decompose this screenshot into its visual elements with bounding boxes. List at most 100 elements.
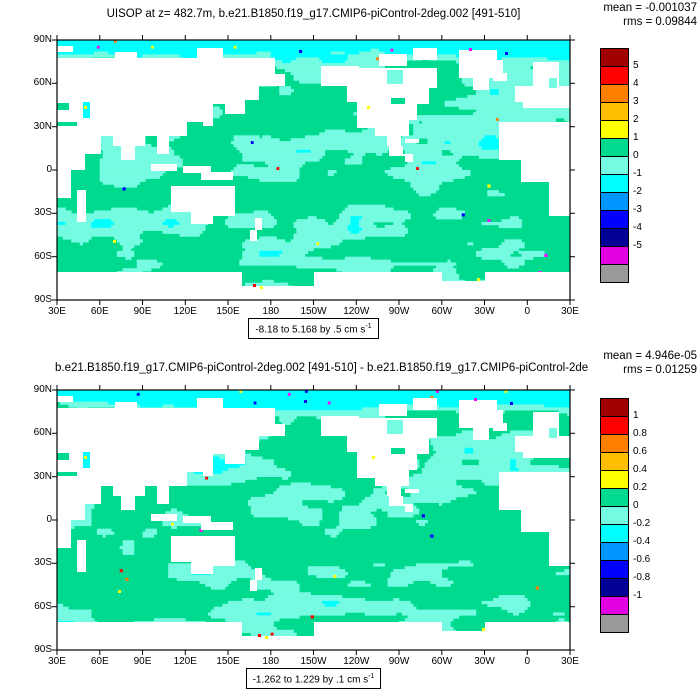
land-layer <box>57 46 570 300</box>
lon-tick-label: 180 <box>262 306 280 317</box>
colorbar-tick-label: 1 <box>633 132 639 143</box>
colorbar-tick-label: -0.2 <box>633 518 651 529</box>
lat-tick-label: 0 <box>46 514 52 525</box>
land-layer <box>57 396 570 650</box>
lon-tick-label: 120E <box>173 656 197 667</box>
lon-tick-label: 150W <box>300 306 327 317</box>
colorbar-tick-label: 0.4 <box>633 464 647 475</box>
colorbar-box <box>601 453 628 471</box>
colorbar-tick-label: 2 <box>633 114 639 125</box>
lat-tick-label: 90S <box>34 644 52 655</box>
colorbar <box>600 398 629 633</box>
colorbar-box <box>601 103 628 121</box>
lon-tick-label: 150E <box>216 656 240 667</box>
range-exponent: -1 <box>365 323 372 330</box>
map-plot <box>52 385 575 655</box>
contour-range: -1.262 to 1.229 by .1 cm s-1 <box>57 668 570 690</box>
mean-value: mean = 4.946e-05 <box>603 350 697 362</box>
colorbar-box <box>601 265 628 282</box>
colorbar-box <box>601 247 628 265</box>
colorbar-box <box>601 157 628 175</box>
colorbar-box <box>601 471 628 489</box>
lon-tick-label: 150W <box>300 656 327 667</box>
colorbar-box <box>601 561 628 579</box>
lat-tick-label: 60S <box>34 600 52 612</box>
colorbar-tick-label: 5 <box>633 60 639 71</box>
colorbar-tick-label: 0.6 <box>633 446 647 457</box>
lat-tick-label: 60S <box>34 250 52 262</box>
range-text: -8.18 to 5.168 by .5 cm s <box>255 324 366 336</box>
lat-tick-label: 60N <box>33 77 52 89</box>
colorbar-tick-label: 0 <box>633 500 639 511</box>
colorbar-tick-label: -1 <box>633 168 642 179</box>
lon-tick-label: 30W <box>474 656 495 667</box>
panel-title: UISOP at z= 482.7m, b.e21.B1850.f19_g17.… <box>106 8 521 20</box>
lon-tick-label: 30W <box>474 306 495 317</box>
colorbar-box <box>601 579 628 597</box>
colorbar-tick-label: -0.6 <box>633 554 651 565</box>
lon-tick-label: 0 <box>524 656 531 667</box>
mean-value: mean = -0.001037 <box>603 2 697 14</box>
colorbar-tick-label: 3 <box>633 96 639 107</box>
colorbar-box <box>601 211 628 229</box>
colorbar-box <box>601 229 628 247</box>
lon-tick-label: 120E <box>173 306 197 317</box>
colorbar-box <box>601 525 628 543</box>
rms-value: rms = 0.09844 <box>623 16 697 28</box>
lon-tick-label: 30E <box>48 306 66 317</box>
colorbar-tick-label: 4 <box>633 78 639 89</box>
lon-tick-label: 120W <box>343 656 370 667</box>
lon-tick-label: 0 <box>524 306 531 317</box>
colorbar-box <box>601 49 628 67</box>
lon-tick-label: 60W <box>431 656 453 667</box>
colorbar-box <box>601 615 628 632</box>
contour-range-label: -8.18 to 5.168 by .5 cm s-1 <box>248 318 379 340</box>
colorbar-tick-label: 0.2 <box>633 482 647 493</box>
lat-tick-label: 30N <box>33 120 52 132</box>
lat-tick-label: 60N <box>33 427 52 439</box>
colorbar-box <box>601 175 628 193</box>
colorbar-tick-label: -2 <box>633 186 642 197</box>
range-exponent: -1 <box>368 673 375 680</box>
lon-tick-label: 180 <box>262 656 280 667</box>
colorbar-tick-label: 0 <box>633 150 639 161</box>
lat-tick-label: 30N <box>33 470 52 482</box>
colorbar-tick-label: -0.4 <box>633 536 651 547</box>
lon-tick-label: 30E <box>561 306 579 317</box>
top-panel: UISOP at z= 482.7m, b.e21.B1850.f19_g17.… <box>33 2 697 340</box>
lon-tick-label: 90W <box>388 306 410 317</box>
lat-tick-label: 90N <box>33 34 52 45</box>
rms-value: rms = 0.01259 <box>623 364 697 376</box>
colorbar-box <box>601 543 628 561</box>
colorbar-tick-label: -5 <box>633 240 642 251</box>
lon-tick-label: 60W <box>431 306 453 317</box>
lon-tick-label: 90E <box>133 656 152 667</box>
lon-tick-label: 60E <box>90 306 109 317</box>
colorbar-box <box>601 193 628 211</box>
colorbar-box <box>601 507 628 525</box>
lat-tick-label: 0 <box>46 164 52 175</box>
contour-range-label: -1.262 to 1.229 by .1 cm s-1 <box>245 668 382 690</box>
colorbar-box <box>601 85 628 103</box>
map-plot <box>52 35 575 305</box>
colorbar <box>600 48 629 283</box>
lat-tick-label: 30S <box>34 207 52 219</box>
colorbar-tick-label: -3 <box>633 204 642 215</box>
colorbar-box <box>601 399 628 417</box>
colorbar-box <box>601 489 628 507</box>
colorbar-tick-label: -1 <box>633 590 642 601</box>
colorbar-tick-label: -0.8 <box>633 572 651 583</box>
colorbar-box <box>601 67 628 85</box>
lon-tick-label: 30E <box>561 656 579 667</box>
lon-tick-label: 30E <box>48 656 66 667</box>
panel-title: b.e21.B1850.f19_g17.CMIP6-piControl-2deg… <box>55 362 589 374</box>
lat-tick-label: 90N <box>33 384 52 395</box>
axis-ticks <box>52 385 575 655</box>
colorbar-tick-label: -4 <box>633 222 642 233</box>
colorbar-box <box>601 597 628 615</box>
colorbar-box <box>601 417 628 435</box>
lon-tick-label: 150E <box>216 306 240 317</box>
bottom-panel: b.e21.B1850.f19_g17.CMIP6-piControl-2deg… <box>0 350 700 700</box>
lon-tick-label: 90E <box>133 306 152 317</box>
contour-range: -8.18 to 5.168 by .5 cm s-1 <box>57 318 570 340</box>
